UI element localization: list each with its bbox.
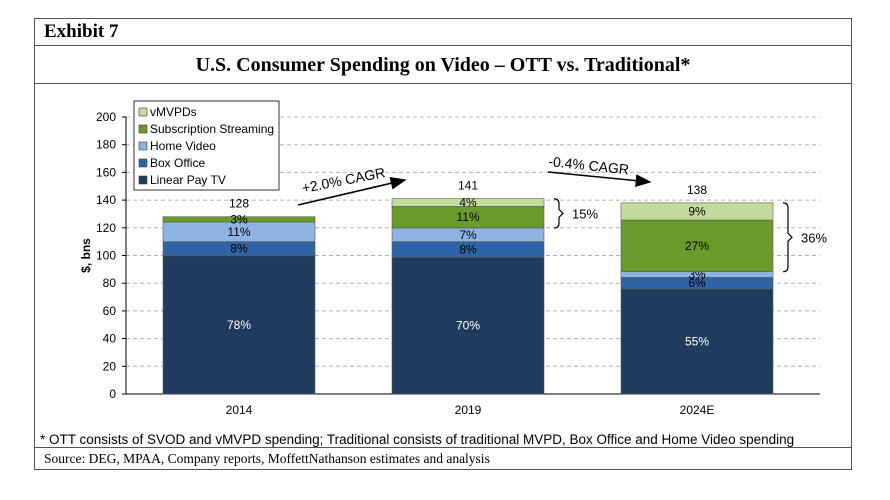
legend-label-home_video: Home Video xyxy=(150,139,216,153)
exhibit-label: Exhibit 7 xyxy=(44,21,119,42)
bar-segment-subscription_streaming-2014 xyxy=(162,216,316,223)
legend-label-box_office: Box Office xyxy=(150,156,205,170)
segment-label: 8% xyxy=(459,242,477,256)
footnote: * OTT consists of SVOD and vMVPD spendin… xyxy=(40,432,795,447)
ott-share-label: 36% xyxy=(801,230,827,245)
legend-swatch-linear_pay_tv xyxy=(138,175,148,185)
y-tick-label: 100 xyxy=(96,249,116,263)
total-label: 138 xyxy=(687,183,707,197)
title-row: U.S. Consumer Spending on Video – OTT vs… xyxy=(35,46,851,84)
x-tick-label: 2019 xyxy=(455,403,482,417)
cagr-arrow xyxy=(547,171,652,187)
total-label: 141 xyxy=(458,179,478,193)
y-tick-label: 200 xyxy=(96,110,116,124)
legend-label-linear_pay_tv: Linear Pay TV xyxy=(150,173,226,187)
segment-label: 3% xyxy=(230,212,248,226)
y-tick-label: 0 xyxy=(109,387,116,401)
chart-title: U.S. Consumer Spending on Video – OTT vs… xyxy=(195,54,691,76)
bar-segment-vmvpds-2019 xyxy=(391,198,545,207)
y-axis-label: $, bns xyxy=(79,238,93,273)
y-tick-label: 160 xyxy=(96,165,116,179)
y-tick-label: 180 xyxy=(96,138,116,152)
x-tick-label: 2024E xyxy=(680,403,715,417)
segment-label: 8% xyxy=(230,242,248,256)
legend-swatch-home_video xyxy=(138,141,148,151)
bar-segment-linear_pay_tv-2019 xyxy=(391,257,545,395)
legend-swatch-box_office xyxy=(138,158,148,168)
cagr-arrow xyxy=(297,177,407,206)
bar-segment-vmvpds-2024E xyxy=(620,202,774,221)
cagr-label: +2.0% CAGR xyxy=(301,164,387,196)
segment-label: 9% xyxy=(688,204,706,218)
bar-segment-subscription_streaming-2024E xyxy=(620,219,774,273)
segment-label: 11% xyxy=(456,210,479,224)
segment-label: 70% xyxy=(456,319,480,333)
segment-label: 78% xyxy=(227,318,251,332)
ott-bracket xyxy=(553,198,564,229)
source-row: Source: DEG, MPAA, Company reports, Moff… xyxy=(35,447,851,471)
y-tick-label: 60 xyxy=(103,304,117,318)
legend-swatch-vmvpds xyxy=(138,107,148,117)
y-tick-label: 120 xyxy=(96,221,116,235)
source-text: Source: DEG, MPAA, Company reports, Moff… xyxy=(44,451,490,466)
legend-box xyxy=(133,100,280,191)
y-tick-label: 80 xyxy=(103,276,117,290)
y-tick-label: 40 xyxy=(103,332,117,346)
segment-label: 7% xyxy=(459,228,477,242)
legend-label-vmvpds: vMVPDs xyxy=(150,105,197,119)
bar-segment-linear_pay_tv-2024E xyxy=(620,288,774,395)
y-tick-label: 140 xyxy=(96,193,116,207)
y-tick-label: 20 xyxy=(103,359,117,373)
bar-segment-linear_pay_tv-2014 xyxy=(162,255,316,395)
legend-swatch-subscription_streaming xyxy=(138,124,148,134)
segment-label: 4% xyxy=(459,196,477,210)
ott-share-label: 15% xyxy=(572,206,598,221)
exhibit-header: Exhibit 7 xyxy=(35,19,851,46)
segment-label: 6% xyxy=(688,276,706,290)
legend-label-subscription_streaming: Subscription Streaming xyxy=(150,122,274,136)
ott-bracket xyxy=(782,202,793,273)
x-tick-label: 2014 xyxy=(226,403,253,417)
segment-label: 11% xyxy=(227,225,250,239)
total-label: 128 xyxy=(229,197,249,211)
segment-label: 55% xyxy=(685,334,709,348)
exhibit-frame: Exhibit 7 U.S. Consumer Spending on Vide… xyxy=(34,18,852,470)
segment-label: 27% xyxy=(685,239,709,253)
